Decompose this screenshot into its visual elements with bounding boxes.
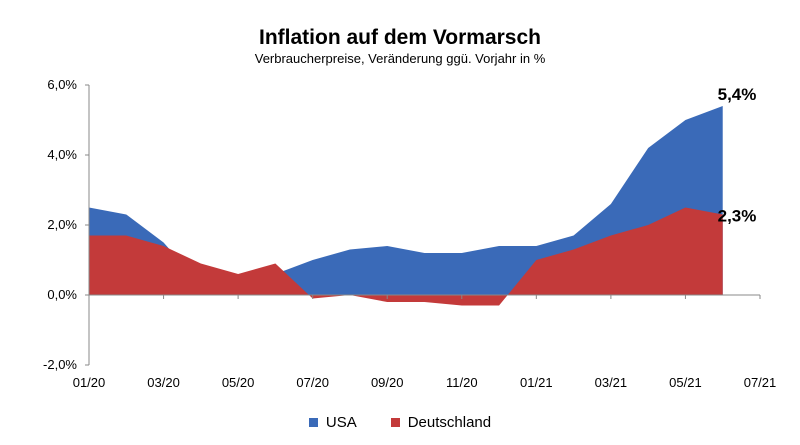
x-tick-label: 01/20 — [73, 375, 106, 390]
legend-item-deutschland: Deutschland — [390, 414, 492, 431]
legend-label-deutschland: Deutschland — [407, 414, 492, 431]
legend: USA Deutschland — [0, 414, 800, 431]
x-tick-label: 05/21 — [669, 375, 702, 390]
legend-swatch-deutschland — [390, 418, 400, 427]
y-tick-label: 6,0% — [47, 77, 77, 92]
x-tick-label: 09/20 — [371, 375, 404, 390]
chart-title: Inflation auf dem Vormarsch — [259, 26, 541, 49]
x-tick-label: 01/21 — [520, 375, 553, 390]
x-tick-label: 11/20 — [446, 375, 478, 390]
y-tick-label: -2,0% — [43, 357, 77, 372]
legend-swatch-usa — [308, 418, 318, 427]
x-tick-label: 07/21 — [744, 375, 777, 390]
y-tick-label: 4,0% — [47, 147, 77, 162]
x-tick-label: 05/20 — [222, 375, 255, 390]
area-usa — [89, 106, 723, 295]
x-tick-label: 03/21 — [595, 375, 628, 390]
legend-item-usa: USA — [308, 414, 357, 431]
area-deutschland — [89, 207, 723, 306]
end-label-deutschland: 2,3% — [718, 207, 757, 226]
y-tick-label: 2,0% — [47, 217, 77, 232]
y-tick-label: 0,0% — [47, 287, 77, 302]
x-tick-label: 07/20 — [296, 375, 329, 390]
chart-subtitle: Verbraucherpreise, Veränderung ggü. Vorj… — [254, 51, 546, 66]
x-tick-label: 03/20 — [147, 375, 180, 390]
end-label-usa: 5,4% — [718, 85, 757, 104]
legend-label-usa: USA — [325, 414, 357, 431]
